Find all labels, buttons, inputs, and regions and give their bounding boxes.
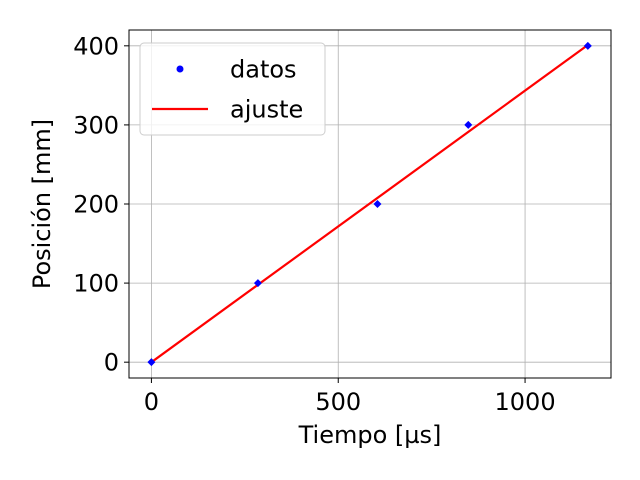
x-tick-label: 500	[315, 388, 361, 416]
data-point-datos	[147, 358, 156, 367]
data-point-datos	[373, 200, 382, 208]
plot-series	[147, 41, 592, 367]
y-tick-label: 400	[73, 32, 119, 60]
x-tick-label: 0	[144, 388, 159, 416]
x-tick-label: 1000	[495, 388, 556, 416]
legend: datos ajuste	[139, 42, 326, 136]
y-axis-label: Posición [mm]	[28, 119, 56, 289]
data-point-datos	[253, 279, 262, 288]
data-point-datos	[583, 41, 592, 50]
legend-box	[139, 42, 326, 136]
series-line-ajuste	[150, 44, 589, 364]
legend-label: ajuste	[230, 96, 303, 124]
data-point-datos	[464, 120, 473, 129]
y-tick-label: 0	[104, 349, 119, 377]
ticks: 0 500 1000 0 100 200 300 400	[73, 32, 555, 416]
y-tick-label: 300	[73, 111, 119, 139]
legend-marker-datos	[176, 65, 184, 73]
y-tick-label: 200	[73, 191, 119, 219]
y-tick-label: 100	[73, 270, 119, 298]
legend-label: datos	[230, 56, 297, 84]
x-axis-label: Tiempo [µs]	[298, 421, 442, 449]
